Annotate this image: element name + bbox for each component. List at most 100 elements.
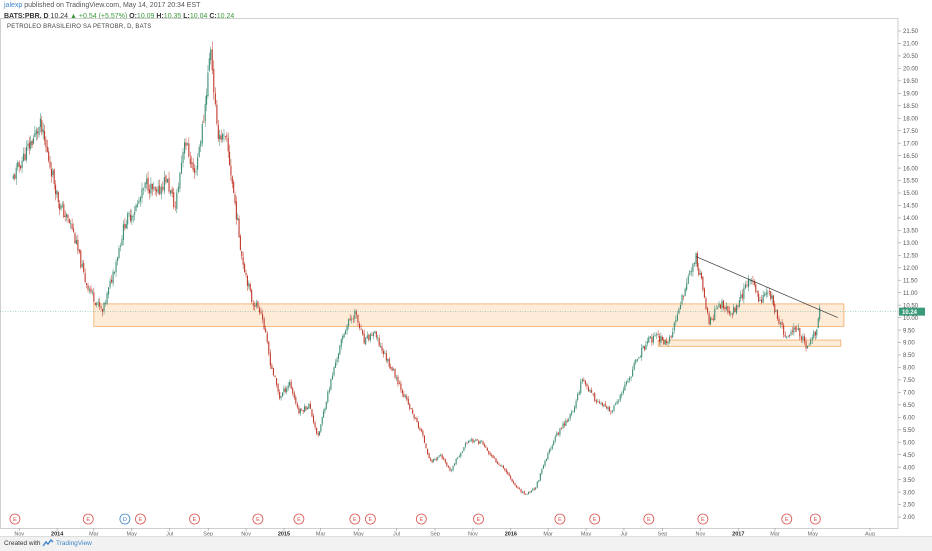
candle-body	[404, 395, 406, 397]
candle-body	[242, 257, 244, 265]
candle-body	[774, 304, 776, 313]
open-label: O:	[129, 13, 137, 20]
candle-body	[802, 336, 804, 340]
candle-body	[740, 294, 742, 300]
candle-body	[425, 443, 427, 449]
candle-body	[248, 283, 250, 287]
candle-body	[600, 403, 602, 404]
candle-body	[610, 411, 612, 413]
y-tick-label: 13.00	[903, 241, 919, 247]
candle-body	[154, 186, 156, 191]
candle-body	[238, 218, 240, 238]
candle-body	[184, 142, 186, 154]
earnings-marker	[135, 513, 146, 525]
candle-body	[542, 465, 545, 469]
candle-body	[227, 137, 229, 152]
candle-body	[446, 462, 448, 466]
y-tick-label: 9.50	[903, 328, 915, 334]
candle-body	[450, 469, 453, 471]
candle-body	[129, 214, 131, 221]
candle-body	[214, 93, 216, 104]
candle-body	[61, 205, 63, 207]
x-tick-label: May	[808, 532, 819, 537]
candle-body	[705, 298, 707, 310]
earnings-marker	[643, 513, 655, 525]
candle-body	[52, 170, 54, 176]
candle-body	[517, 487, 519, 489]
earnings-marker	[82, 513, 94, 525]
candle-body	[134, 211, 136, 215]
candle-body	[577, 394, 579, 400]
candle-body	[162, 186, 164, 190]
earnings-marker	[189, 513, 200, 525]
candle-body	[262, 313, 264, 320]
candle-body	[136, 203, 138, 208]
candle-body	[135, 205, 137, 212]
candle-body	[663, 339, 665, 344]
y-tick-label: 10.50	[903, 303, 919, 309]
candle-body	[153, 187, 155, 189]
candle-body	[252, 303, 254, 306]
earnings-marker	[252, 513, 264, 525]
x-tick-label: Nov	[468, 532, 478, 537]
candle-body	[470, 439, 473, 441]
candle-body	[97, 301, 99, 303]
candle-body	[109, 280, 111, 288]
candle-body	[686, 283, 688, 290]
y-tick-label: 19.00	[903, 92, 919, 98]
candle-body	[464, 443, 467, 447]
y-tick-label: 7.50	[903, 378, 915, 384]
candle-body	[122, 224, 124, 240]
candle-body	[779, 323, 782, 325]
candle-body	[679, 304, 682, 310]
candle-body	[673, 322, 675, 331]
candle-body	[17, 162, 19, 168]
candle-body	[438, 455, 440, 457]
candle-body	[309, 403, 311, 409]
candle-body	[676, 314, 678, 321]
candle-body	[544, 460, 546, 466]
candle-body	[150, 183, 152, 194]
candle-body	[444, 458, 446, 463]
candle-body	[49, 161, 51, 168]
y-tick-label: 20.50	[903, 54, 919, 60]
candle-body	[728, 311, 730, 314]
y-tick-label: 7.00	[903, 391, 915, 397]
candle-body	[556, 432, 558, 437]
y-tick-label: 4.50	[903, 453, 915, 459]
candle-body	[683, 295, 685, 297]
candle-body	[306, 407, 308, 410]
candle-body	[375, 331, 377, 338]
candle-body	[559, 428, 561, 435]
candle-body	[180, 162, 183, 174]
price-chart[interactable]: 10.24 21.50 21.00 20.50 20.00 19.50 19.00 18.5…	[0, 0, 932, 536]
candle-body	[157, 186, 159, 194]
candle-body	[700, 272, 703, 279]
candle-body	[116, 257, 119, 262]
candle-body	[583, 379, 585, 382]
candle-body	[651, 337, 653, 343]
candle-body	[384, 352, 386, 354]
earnings-marker	[473, 513, 484, 525]
candle-body	[357, 314, 359, 323]
tradingview-brand-link[interactable]: TradingView	[56, 540, 92, 547]
candle-body	[525, 493, 527, 495]
candle-body	[535, 487, 537, 490]
candle-body	[541, 469, 543, 474]
candle-body	[143, 189, 145, 190]
candle-body	[239, 235, 241, 251]
candle-body	[323, 411, 325, 418]
candle-body	[749, 280, 751, 281]
candle-body	[747, 279, 750, 288]
author-link[interactable]: jalexp	[4, 2, 23, 9]
candle-body	[302, 410, 304, 412]
earnings-marker	[781, 513, 793, 525]
candle-body	[547, 453, 549, 460]
candle-body	[611, 410, 613, 412]
candle-body	[321, 417, 323, 424]
candle-body	[159, 185, 161, 195]
candle-body	[343, 333, 345, 338]
candle-body	[796, 328, 798, 330]
candle-body	[30, 141, 32, 149]
